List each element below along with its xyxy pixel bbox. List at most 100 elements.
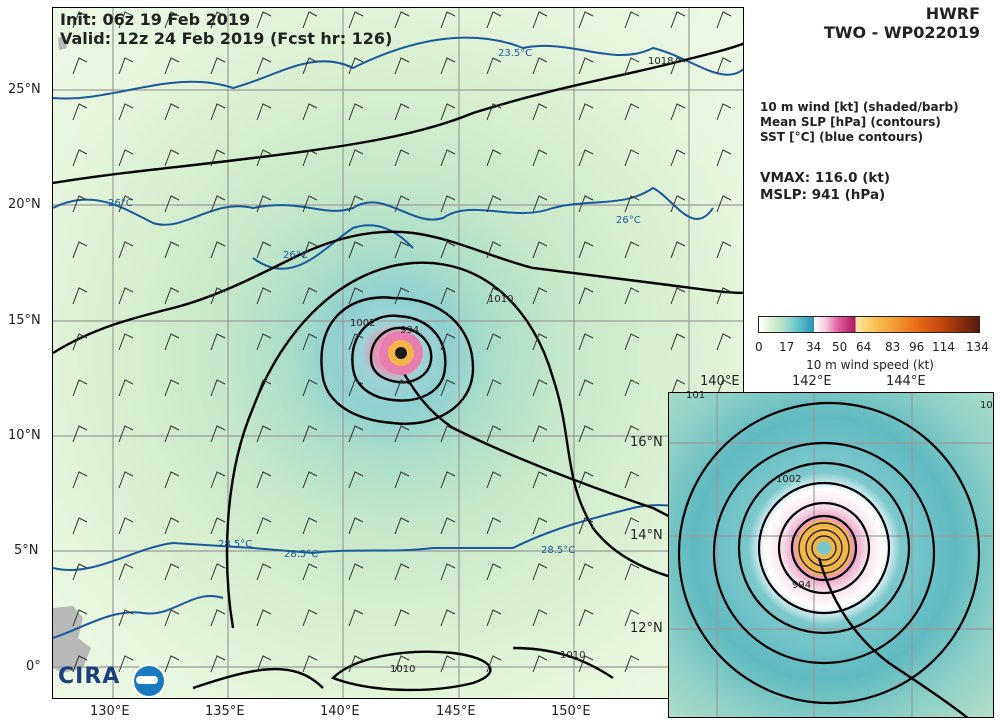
wind-barb	[118, 517, 134, 535]
lon-label-130e: 130°E	[90, 704, 130, 719]
forecast-header: Init: 06z 19 Feb 2019 Valid: 12z 24 Feb …	[60, 10, 392, 48]
wind-barb	[164, 57, 180, 75]
wind-barb	[302, 471, 318, 489]
wind-barb	[118, 103, 134, 121]
wind-barb	[210, 563, 226, 581]
wind-barb	[486, 517, 502, 535]
wind-barb	[624, 287, 640, 305]
sst-label-26-c: 26°C	[616, 215, 641, 226]
storm-stats: VMAX: 116.0 (kt) MSLP: 941 (hPa)	[760, 170, 890, 204]
wind-barb	[348, 11, 364, 29]
wind-barb	[256, 655, 272, 673]
cbar-tick-17: 17	[779, 340, 795, 354]
sst-label-26-b: 26°C	[283, 250, 308, 261]
sst-label-28-5-a: 28.5°C	[218, 539, 253, 550]
wind-barb	[624, 241, 640, 259]
wind-barb	[72, 609, 88, 627]
contour-label-994: 994	[400, 325, 420, 336]
wind-barb	[624, 471, 640, 489]
valid-time: Valid: 12z 24 Feb 2019 (Fcst hr: 126)	[60, 29, 393, 48]
wind-barb	[302, 379, 318, 397]
lat-label-5n: 5°N	[14, 543, 39, 558]
wind-barb	[256, 241, 272, 259]
wind-barb	[256, 287, 272, 305]
lon-label-150e: 150°E	[551, 704, 591, 719]
wind-barb	[394, 563, 410, 581]
wind-barb	[302, 11, 318, 29]
wind-barb	[72, 149, 88, 167]
wind-barb	[716, 379, 732, 397]
wind-barb	[302, 425, 318, 443]
wind-barb	[578, 149, 594, 167]
legend-slp: Mean SLP [hPa] (contours)	[760, 115, 941, 129]
lat-label-0: 0°	[26, 659, 41, 674]
wind-barb	[348, 241, 364, 259]
wind-barb	[118, 149, 134, 167]
wind-barb	[440, 333, 456, 351]
wind-barb	[394, 241, 410, 259]
contour-label-1010-south-a: 1010	[560, 650, 586, 661]
wind-barb	[624, 517, 640, 535]
wind-barb	[532, 333, 548, 351]
wind-barb	[256, 609, 272, 627]
wind-barb	[118, 11, 134, 29]
wind-barb	[302, 149, 318, 167]
wind-barb	[210, 11, 226, 29]
wind-barb	[578, 563, 594, 581]
wind-barb	[210, 655, 226, 673]
inset-lat-14n: 14°N	[630, 528, 663, 543]
wind-barb	[348, 379, 364, 397]
wind-barb	[164, 103, 180, 121]
wind-barb	[440, 195, 456, 213]
wind-barb	[348, 563, 364, 581]
inset-contour-label-1002: 1002	[776, 474, 802, 485]
wind-barb	[440, 11, 456, 29]
lat-label-25n: 25°N	[8, 82, 41, 97]
wind-barb	[394, 103, 410, 121]
wind-barb	[256, 425, 272, 443]
wind-barb	[394, 609, 410, 627]
wind-barb	[624, 103, 640, 121]
wind-barb	[624, 655, 640, 673]
wind-barb	[210, 241, 226, 259]
slp-contour-1006	[320, 296, 475, 425]
sst-contour-23-5	[53, 36, 743, 100]
wind-barb	[302, 103, 318, 121]
wind-barb	[716, 287, 732, 305]
wind-barb	[394, 655, 410, 673]
inset-storm-track	[817, 557, 969, 717]
wind-barb	[578, 333, 594, 351]
sst-contours	[53, 36, 743, 639]
main-map	[52, 7, 744, 699]
wind-barb	[210, 609, 226, 627]
lon-label-135e: 135°E	[205, 704, 245, 719]
contour-label-1018: 1018	[648, 56, 674, 67]
wind-barb	[440, 241, 456, 259]
wind-barbs	[72, 11, 732, 673]
wind-barb	[118, 425, 134, 443]
model-header: HWRF TWO - WP022019	[824, 4, 980, 42]
wind-barb	[302, 195, 318, 213]
wind-barb	[394, 195, 410, 213]
cbar-tick-64: 64	[856, 340, 872, 354]
wind-barb	[578, 517, 594, 535]
wind-barb	[440, 425, 456, 443]
model-name: HWRF	[925, 4, 980, 23]
contour-label-1010-south-b: 1010	[390, 664, 416, 675]
wind-barb	[440, 149, 456, 167]
wind-barb	[440, 563, 456, 581]
wind-barb	[532, 287, 548, 305]
storm-name: TWO - WP022019	[823, 23, 980, 42]
wind-barb	[532, 149, 548, 167]
inset-map-graphics	[669, 393, 993, 717]
wind-barb	[440, 471, 456, 489]
lon-label-140e: 140°E	[320, 704, 360, 719]
wind-barb	[578, 241, 594, 259]
wind-barb	[164, 425, 180, 443]
wind-barb	[394, 287, 410, 305]
slp-contour-1010	[225, 261, 714, 629]
wind-barb	[72, 287, 88, 305]
sst-contour-26-b	[252, 224, 414, 270]
wind-barb	[348, 287, 364, 305]
wind-barb	[532, 609, 548, 627]
